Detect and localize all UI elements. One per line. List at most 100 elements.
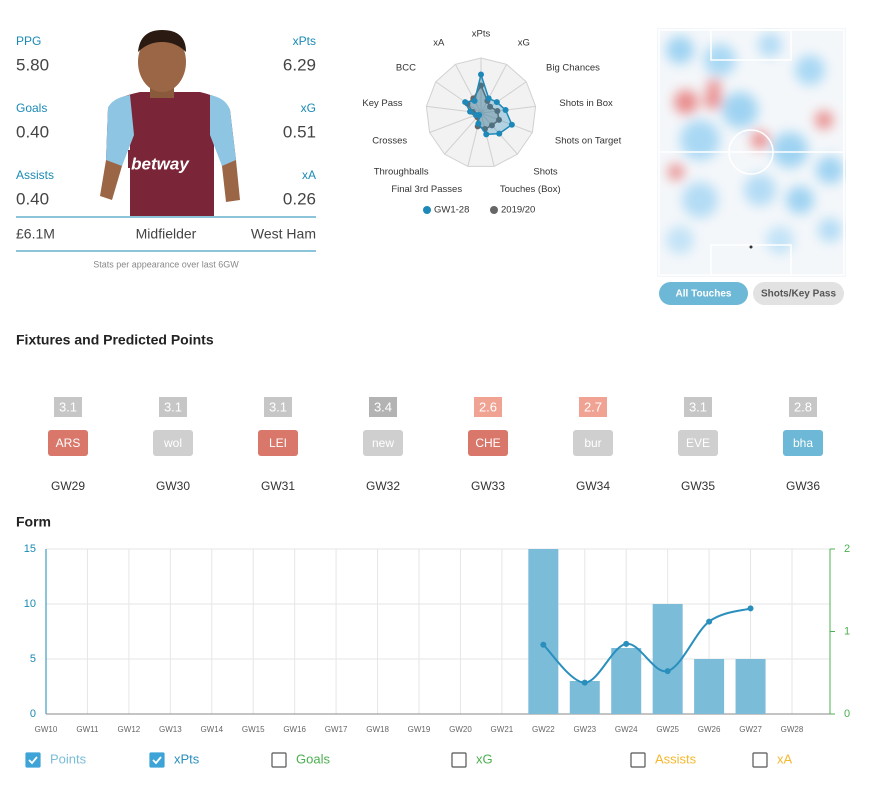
y-tick-label: 5 — [30, 653, 36, 665]
radar-point — [467, 108, 474, 115]
gameweek: GW33 — [471, 479, 505, 493]
y-tick-label: 15 — [24, 543, 36, 555]
opponent-chip — [153, 430, 193, 456]
legend-label[interactable]: xPts — [174, 751, 200, 766]
radar-point — [495, 116, 502, 123]
opponent: CHE — [475, 436, 500, 450]
heatmap-button[interactable]: All Touches — [659, 282, 748, 305]
predicted-bg — [264, 397, 292, 417]
legend-checkbox[interactable] — [271, 752, 287, 768]
legend-label[interactable]: xA — [777, 751, 793, 766]
line-point — [706, 618, 713, 625]
pitch-lines — [658, 29, 845, 276]
button-label[interactable]: Shots/Key Pass — [761, 289, 836, 300]
radar-axis-label: Throughballs — [374, 167, 429, 178]
predicted-bg — [579, 397, 607, 417]
predicted-bg — [684, 397, 712, 417]
radar-point — [496, 130, 503, 137]
legend-checkbox[interactable] — [752, 752, 768, 768]
bar — [528, 549, 559, 714]
predicted-bg — [369, 397, 397, 417]
stats-note: Stats per appearance over last 6GW — [93, 259, 239, 269]
radar-axis-label: xPts — [472, 29, 491, 40]
radar-point — [462, 99, 469, 106]
x-tick-label: GW14 — [200, 725, 223, 734]
x-tick-label: GW23 — [573, 725, 596, 734]
x-tick-label: GW12 — [118, 725, 141, 734]
button-bg — [753, 282, 844, 305]
predicted-points: 3.1 — [689, 399, 707, 414]
radar-axis-label: Shots — [533, 167, 558, 178]
heatmap-button[interactable]: Shots/Key Pass — [753, 282, 844, 305]
x-tick-label: GW24 — [615, 725, 638, 734]
opponent: new — [372, 436, 394, 450]
price: £6.1M — [16, 226, 55, 242]
stat-label: Goals — [16, 101, 47, 115]
radar-axis-label: Touches (Box) — [500, 184, 561, 195]
radar-point — [487, 103, 494, 110]
radar-spoke — [480, 64, 508, 114]
x-tick-label: GW11 — [76, 725, 99, 734]
bar — [694, 659, 725, 714]
legend-checkbox[interactable] — [25, 752, 41, 768]
legend-checkbox[interactable] — [149, 752, 165, 768]
predicted-points: 3.4 — [374, 399, 392, 414]
y2-tick-label: 1 — [844, 625, 850, 637]
section-title: Form — [16, 514, 51, 530]
legend-item[interactable]: Points — [25, 751, 87, 768]
opponent-chip — [48, 430, 88, 456]
x-tick-label: GW28 — [781, 725, 804, 734]
opponent: EVE — [686, 436, 710, 450]
heatmap — [657, 28, 846, 277]
radar-point — [471, 97, 478, 104]
legend-label[interactable]: 2019/20 — [501, 205, 535, 216]
legend-item[interactable]: xPts — [149, 751, 200, 768]
stat-label: xPts — [293, 34, 316, 48]
predicted-points: 3.1 — [164, 399, 182, 414]
opponent: LEI — [269, 436, 287, 450]
legend-item[interactable]: xA — [752, 751, 793, 768]
legend-label[interactable]: xG — [476, 751, 493, 766]
radar-spoke — [480, 112, 533, 133]
stat-value: 0.51 — [283, 122, 316, 141]
radar-spoke — [444, 112, 482, 155]
bar — [569, 681, 600, 714]
legend-item[interactable]: Assists — [630, 751, 697, 768]
position: Midfielder — [136, 226, 197, 242]
radar-axis-label: BCC — [396, 63, 416, 74]
legend-item[interactable]: xG — [451, 751, 493, 768]
legend-checkbox[interactable] — [630, 752, 646, 768]
predicted-bg — [54, 397, 82, 417]
x-tick-label: GW25 — [656, 725, 679, 734]
gameweek: GW34 — [576, 479, 610, 493]
radar-point — [493, 99, 500, 106]
stat-value: 0.40 — [16, 189, 49, 208]
radar-axis-label: Big Chances — [546, 63, 600, 74]
predicted-bg — [474, 397, 502, 417]
button-label[interactable]: All Touches — [676, 289, 732, 300]
legend-checkbox[interactable] — [451, 752, 467, 768]
legend-label[interactable]: Goals — [296, 751, 330, 766]
x-tick-label: GW10 — [35, 725, 58, 734]
predicted-points: 3.1 — [269, 399, 287, 414]
legend-label[interactable]: Assists — [655, 751, 697, 766]
opponent: ARS — [56, 436, 81, 450]
opponent-chip — [363, 430, 403, 456]
legend-label[interactable]: Points — [50, 751, 87, 766]
x-tick-label: GW15 — [242, 725, 265, 734]
legend-item[interactable]: Goals — [271, 751, 330, 768]
x-tick-label: GW20 — [449, 725, 472, 734]
opponent: bur — [584, 436, 601, 450]
bar — [611, 648, 642, 714]
predicted-points: 3.1 — [59, 399, 77, 414]
legend-marker — [490, 206, 498, 214]
radar-axis-label: Shots on Target — [555, 136, 622, 147]
predicted-bg — [789, 397, 817, 417]
legend-label[interactable]: GW1-28 — [434, 205, 469, 216]
x-tick-label: GW13 — [159, 725, 182, 734]
bar — [652, 604, 683, 714]
radar-point — [488, 122, 495, 129]
heatmap-blobs — [666, 33, 844, 254]
